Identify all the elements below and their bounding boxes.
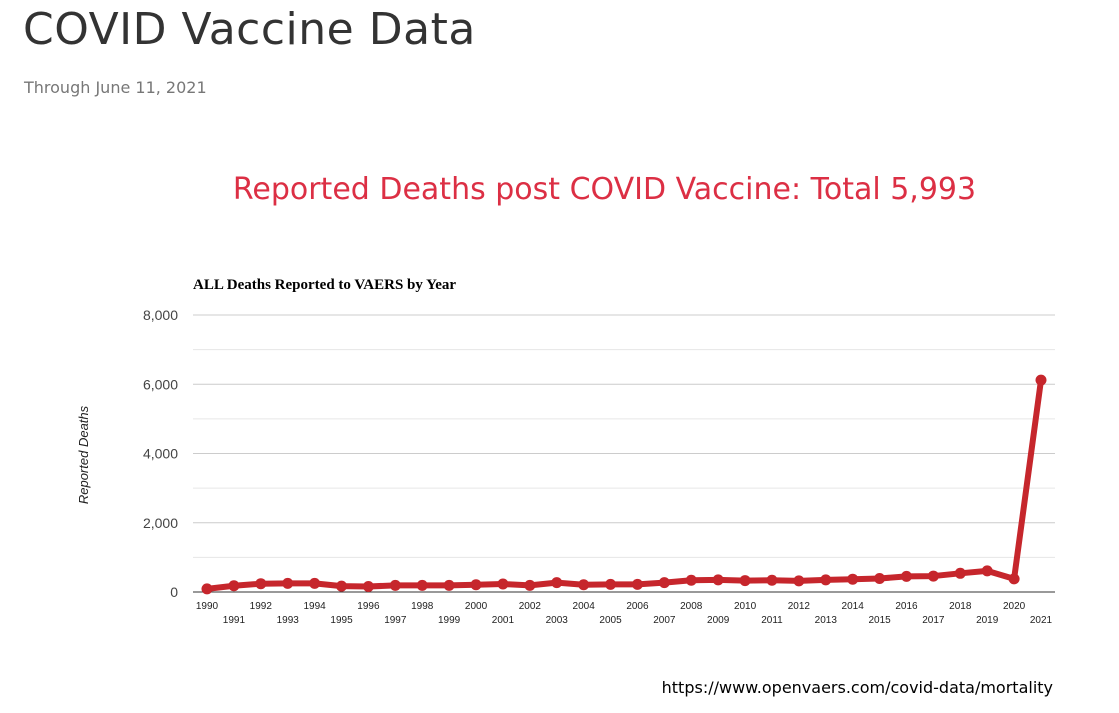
data-point: [362, 580, 374, 592]
data-point: [578, 579, 590, 591]
data-point: [309, 577, 321, 589]
series-layer: [201, 374, 1047, 595]
x-tick-label: 1992: [250, 601, 273, 612]
x-tick-label: 1990: [196, 601, 219, 612]
data-point: [416, 579, 428, 591]
x-tick-label: 1993: [277, 615, 300, 626]
x-tick-label: 2001: [492, 615, 515, 626]
y-tick-label: 4,000: [143, 446, 178, 462]
data-point: [443, 579, 455, 591]
x-tick-label: 2017: [922, 615, 945, 626]
data-point: [282, 577, 294, 589]
x-tick-label: 2010: [734, 601, 757, 612]
data-point: [551, 577, 563, 589]
deaths-headline: Reported Deaths post COVID Vaccine: Tota…: [232, 172, 977, 207]
data-point: [874, 572, 886, 584]
x-tick-label: 1997: [384, 615, 407, 626]
y-axis-label: Reported Deaths: [76, 405, 91, 504]
data-point: [1035, 374, 1047, 386]
x-tick-label: 2018: [949, 601, 972, 612]
x-tick-label: 2015: [868, 615, 891, 626]
data-point: [228, 580, 240, 592]
page-title: COVID Vaccine Data: [23, 4, 476, 55]
x-tick-label: 2003: [546, 615, 569, 626]
data-point: [739, 575, 751, 587]
x-tick-label: 2005: [599, 615, 622, 626]
x-tick-label: 2002: [519, 601, 542, 612]
x-tick-label: 2016: [895, 601, 918, 612]
x-tick-label: 2011: [761, 615, 783, 626]
x-tick-label: 1996: [357, 601, 380, 612]
data-point: [954, 567, 966, 579]
data-point: [605, 578, 617, 590]
data-point: [201, 583, 213, 595]
data-point: [793, 575, 805, 587]
data-point: [766, 574, 778, 586]
x-tick-label: 1994: [303, 601, 326, 612]
data-point: [470, 579, 482, 591]
data-point: [685, 574, 697, 586]
x-tick-label: 2019: [976, 615, 999, 626]
data-point: [389, 579, 401, 591]
data-point: [336, 580, 348, 592]
x-tick-label: 2008: [680, 601, 703, 612]
x-tick-label: 1999: [438, 615, 461, 626]
source-link[interactable]: https://www.openvaers.com/covid-data/mor…: [661, 678, 1053, 697]
data-point: [631, 578, 643, 590]
deaths-line-chart: ALL Deaths Reported to VAERS by Year Rep…: [76, 277, 1055, 626]
x-tick-label: 2012: [788, 601, 811, 612]
data-point: [900, 570, 912, 582]
x-tick-label: 1991: [223, 615, 246, 626]
data-point: [820, 574, 832, 586]
chart-title: ALL Deaths Reported to VAERS by Year: [193, 277, 456, 293]
x-tick-label: 2006: [626, 601, 649, 612]
data-point: [981, 565, 993, 577]
x-tick-label: 2020: [1003, 601, 1026, 612]
y-tick-labels: 0 2,000 4,000 6,000 8,000: [143, 307, 178, 600]
x-tick-label: 2007: [653, 615, 676, 626]
data-point: [927, 570, 939, 582]
data-point: [658, 577, 670, 589]
x-tick-label: 2004: [573, 601, 596, 612]
x-tick-label: 1995: [330, 615, 353, 626]
page-subtitle: Through June 11, 2021: [24, 78, 207, 97]
x-tick-label: 2000: [465, 601, 488, 612]
grid-lines: [193, 314, 1055, 593]
y-tick-label: 0: [170, 584, 178, 600]
y-tick-label: 6,000: [143, 376, 178, 392]
y-tick-label: 8,000: [143, 307, 178, 323]
data-point: [712, 574, 724, 586]
x-tick-label: 2009: [707, 615, 730, 626]
data-point: [255, 578, 267, 590]
x-tick-label: 2021: [1030, 615, 1053, 626]
data-point: [497, 578, 509, 590]
x-tick-label: 2013: [815, 615, 838, 626]
y-tick-label: 2,000: [143, 515, 178, 531]
data-point: [524, 579, 536, 591]
x-tick-label: 2014: [842, 601, 865, 612]
x-tick-label: 1998: [411, 601, 434, 612]
data-point: [1008, 573, 1020, 585]
data-point: [847, 573, 859, 585]
